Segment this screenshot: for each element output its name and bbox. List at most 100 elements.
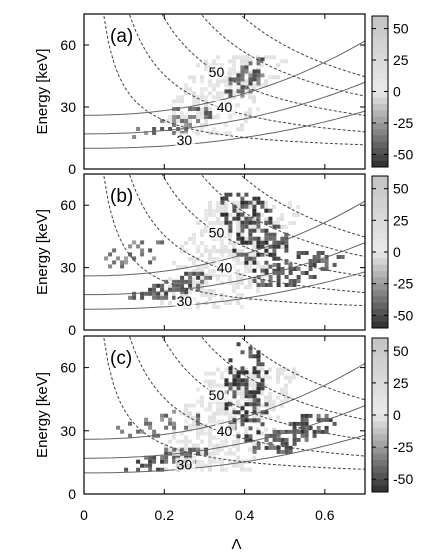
heatmap-cell [200, 87, 204, 92]
heatmap-cell [256, 382, 261, 387]
heatmap-cell [152, 131, 157, 135]
heatmap-cell [196, 287, 201, 292]
heatmap-cell [144, 291, 149, 296]
heatmap-cell [252, 455, 256, 460]
heatmap-cell [180, 275, 185, 280]
heatmap-cell [256, 61, 261, 66]
heatmap-cell [244, 55, 248, 60]
heatmap-cell [244, 111, 248, 116]
heatmap-cell [208, 443, 212, 448]
heatmap-cell [224, 443, 228, 448]
heatmap-cell [256, 55, 260, 60]
heatmap-cell [112, 248, 117, 253]
heatmap-cell [232, 253, 236, 257]
heatmap-cell [136, 127, 141, 131]
solid-contour-1 [84, 405, 365, 459]
heatmap-cell [264, 208, 269, 213]
colorbar-swatch [372, 72, 388, 80]
heatmap-cell [172, 425, 177, 430]
heatmap-cell [268, 252, 273, 257]
heatmap-cell [248, 232, 253, 237]
heatmap-cell [324, 267, 329, 271]
heatmap-cell [248, 371, 252, 376]
heatmap-cell [244, 83, 248, 88]
heatmap-cell [184, 419, 188, 424]
colorbar-swatch [372, 22, 388, 30]
heatmap-cell [200, 451, 204, 456]
heatmap-cell [256, 350, 261, 355]
heatmap-cell [236, 71, 240, 76]
heatmap-cell [228, 115, 232, 120]
heatmap-cell [244, 204, 249, 209]
heatmap-cell [284, 244, 289, 249]
heatmap-cell [232, 241, 236, 245]
heatmap-cell [160, 119, 165, 123]
heatmap-cell [240, 200, 245, 205]
heatmap-cell [232, 451, 236, 456]
heatmap-cell [276, 63, 280, 68]
heatmap-cell [192, 271, 197, 276]
heatmap-cell [268, 283, 273, 287]
heatmap-cell [164, 119, 168, 124]
colorbar-swatch [372, 321, 388, 329]
heatmap-cell [184, 287, 189, 292]
heatmap-cell [204, 95, 208, 100]
heatmap-cell [256, 216, 261, 221]
heatmap-cell [228, 131, 232, 136]
heatmap-cell [236, 236, 241, 241]
heatmap-cell [180, 411, 184, 416]
heatmap-cell [208, 371, 212, 376]
heatmap-cell [204, 371, 208, 376]
heatmap-cell [132, 135, 137, 139]
heatmap-cell [192, 423, 196, 428]
heatmap-cell [172, 447, 177, 452]
heatmap-cell [208, 115, 213, 119]
heatmap-cell [204, 59, 208, 64]
heatmap-cell [176, 95, 180, 100]
heatmap-cell [180, 115, 184, 120]
heatmap-cell [256, 220, 261, 225]
heatmap-cell [268, 216, 273, 221]
heatmap-cell [220, 467, 224, 472]
heatmap-cell [228, 451, 232, 456]
heatmap-cell [212, 443, 216, 448]
heatmap-cell [248, 418, 253, 423]
colorbar-swatch [372, 141, 388, 149]
heatmap-cell [260, 265, 264, 269]
heatmap-cell [292, 375, 296, 380]
colorbar-swatch [372, 283, 388, 291]
heatmap-cell [244, 220, 249, 225]
heatmap-cell [168, 439, 172, 444]
contour-label: 50 [209, 224, 225, 240]
heatmap-cell [280, 387, 284, 392]
heatmap-cell [204, 225, 208, 229]
heatmap-cell [276, 224, 281, 229]
heatmap-cell [140, 295, 145, 300]
heatmap-cell [256, 73, 261, 78]
heatmap-cell [212, 87, 216, 92]
heatmap-cell [260, 403, 264, 408]
heatmap-cell [232, 55, 236, 60]
heatmap-cell [196, 63, 200, 68]
heatmap-cell [256, 236, 261, 241]
heatmap-cell [236, 443, 240, 448]
heatmap-cell [240, 69, 245, 74]
heatmap-cell [152, 283, 157, 288]
heatmap-cell [240, 378, 245, 383]
heatmap-cell [284, 449, 289, 454]
heatmap-cell [288, 375, 292, 380]
heatmap-cell [252, 449, 257, 454]
heatmap-cell [276, 244, 281, 249]
heatmap-cell [240, 127, 244, 132]
y-tick-label: 0 [68, 486, 76, 502]
heatmap-cell [184, 435, 188, 440]
heatmap-cell [316, 259, 321, 263]
x-tick-label: 0.4 [235, 507, 255, 523]
heatmap-cell [192, 443, 196, 448]
heatmap-cell [256, 354, 261, 359]
heatmap-cell [196, 431, 200, 436]
heatmap-cell [144, 417, 149, 422]
heatmap-cell [308, 413, 313, 418]
heatmap-cell [208, 403, 212, 408]
plot-frame [83, 335, 366, 495]
